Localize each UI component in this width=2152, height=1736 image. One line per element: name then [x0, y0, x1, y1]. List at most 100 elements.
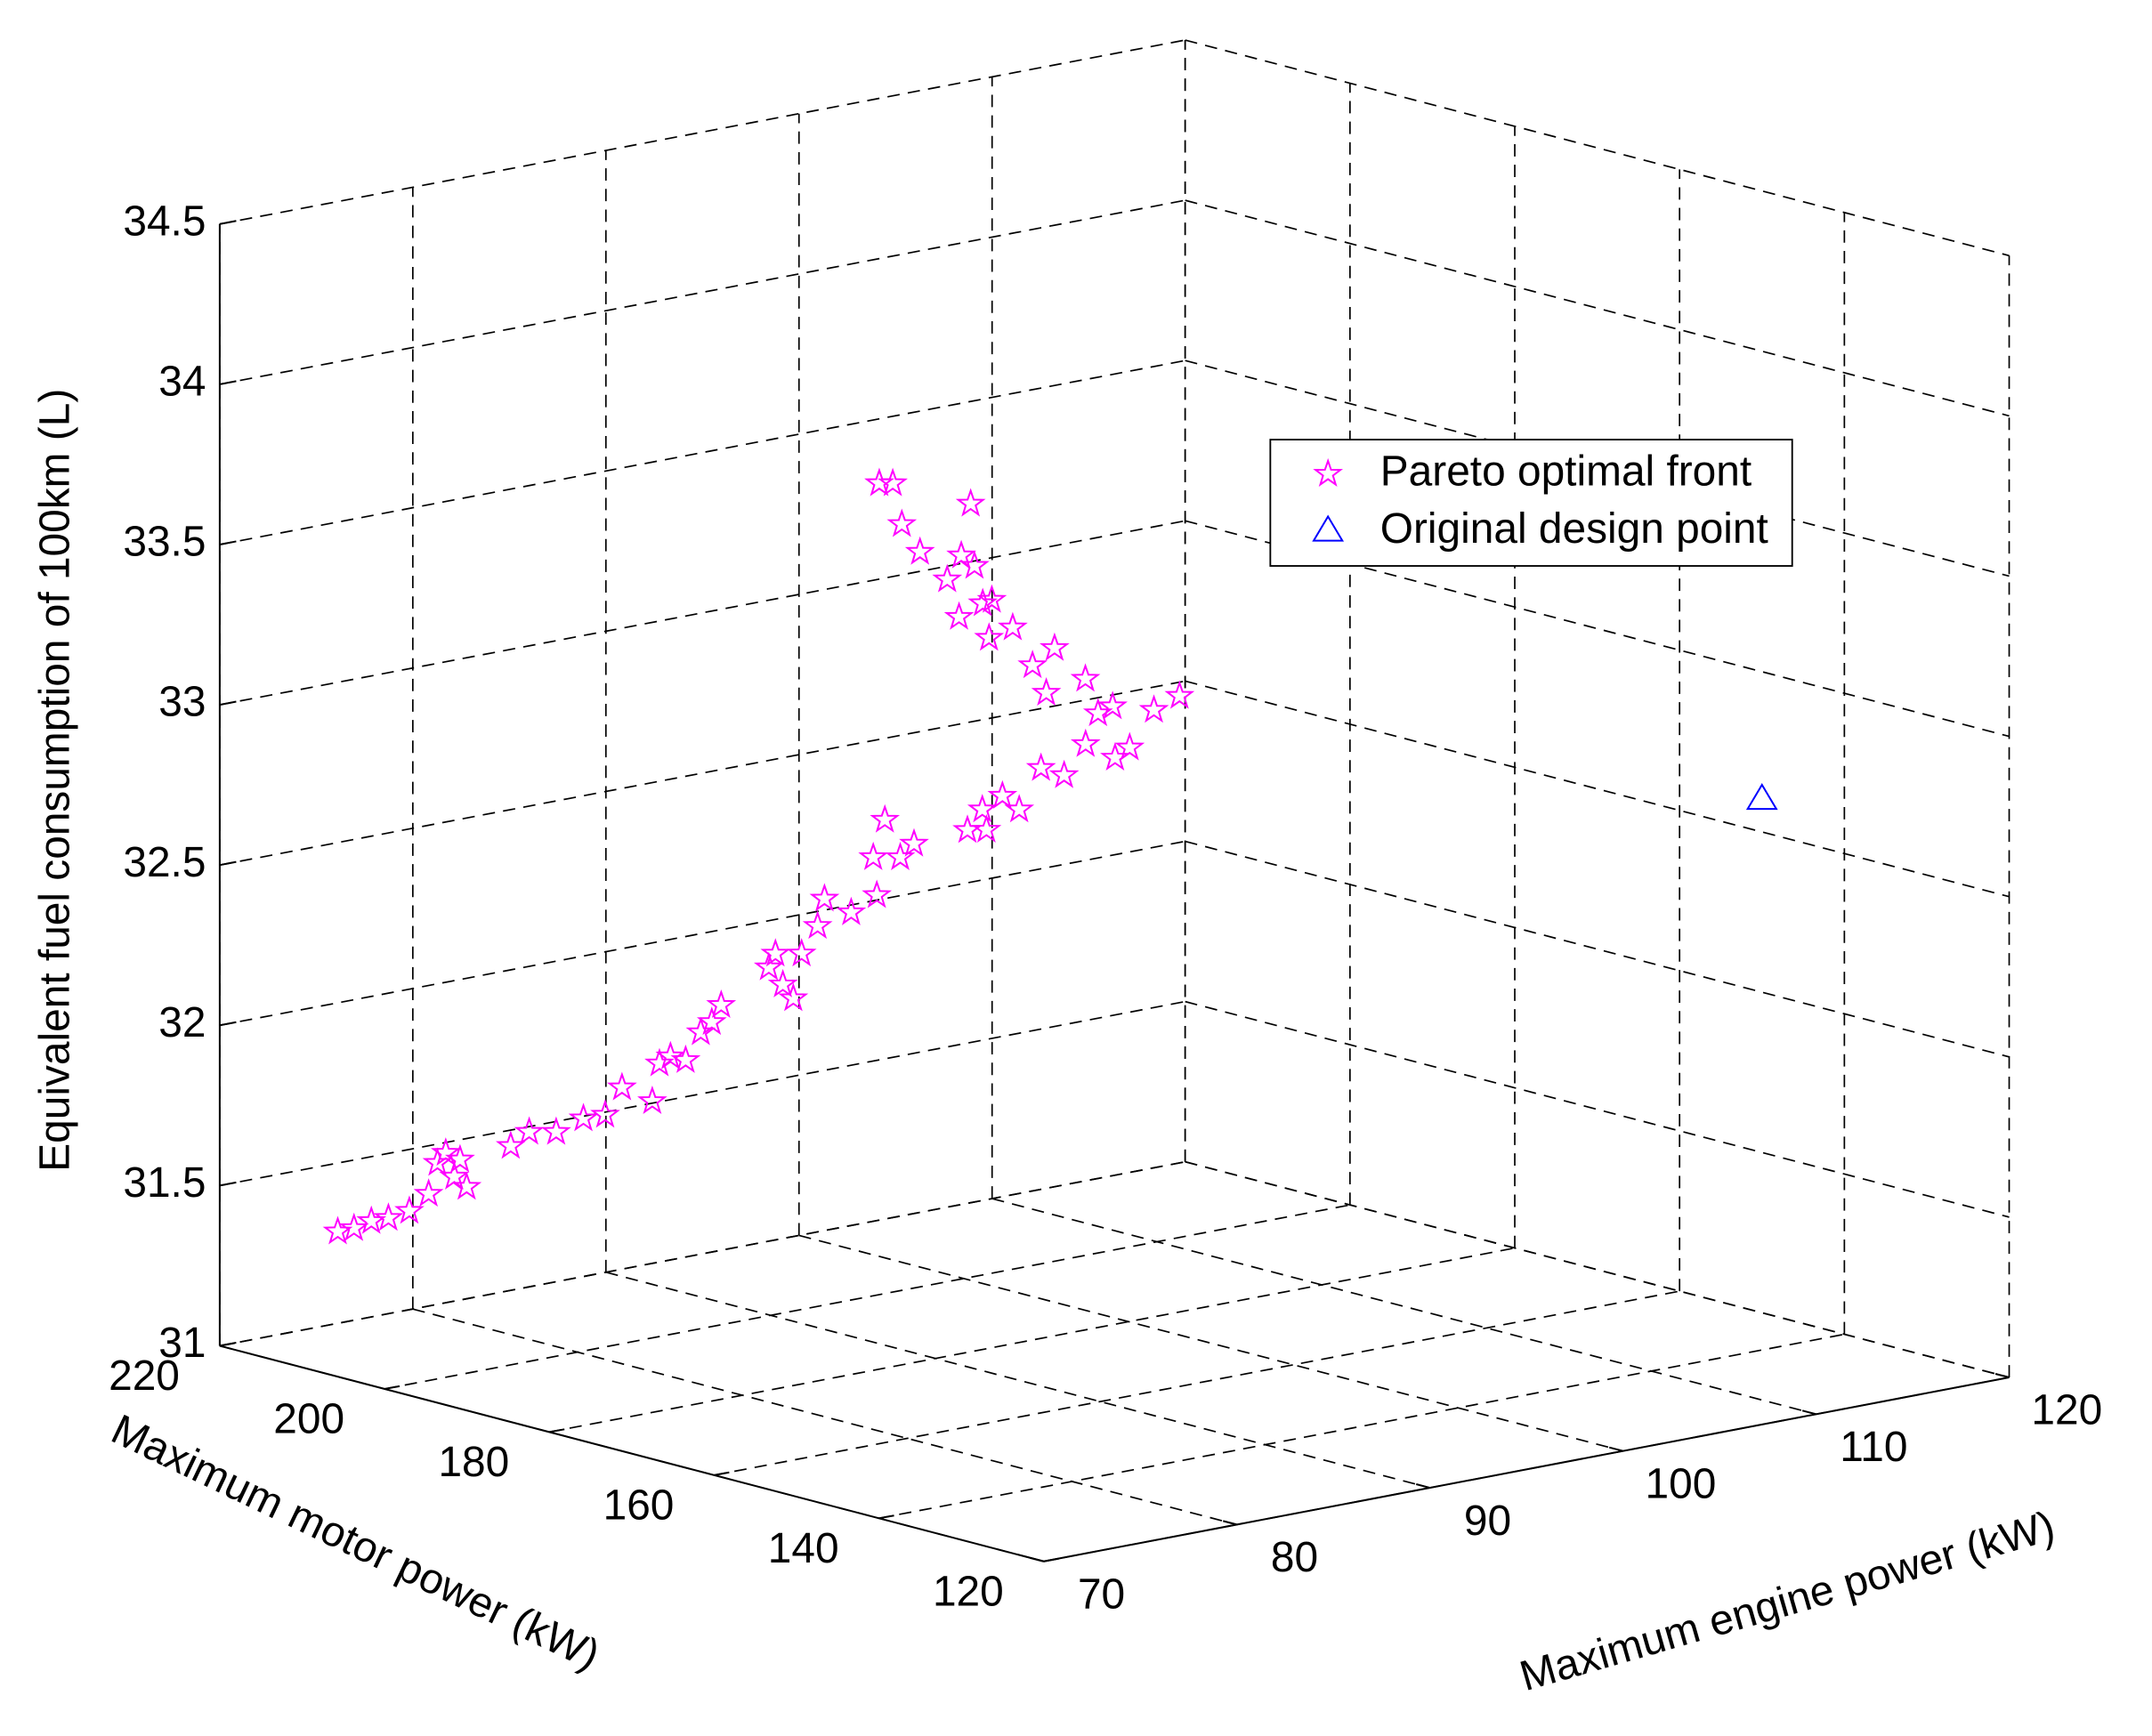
data-point: [568, 1102, 599, 1132]
tick-mark: [1223, 1520, 1237, 1526]
data-point: [1097, 690, 1128, 720]
data-point: [987, 779, 1018, 809]
grid-line: [1185, 680, 2010, 898]
z-tick-label: 34.5: [123, 198, 206, 245]
grid-line: [1185, 39, 2010, 257]
data-point: [885, 841, 916, 870]
grid-line: [991, 1198, 1816, 1416]
data-point: [1025, 752, 1056, 781]
data-point: [754, 951, 784, 981]
data-point: [778, 982, 809, 1012]
data-point: [1100, 741, 1130, 771]
data-point: [967, 794, 998, 823]
data-point: [430, 1137, 461, 1167]
data-point: [862, 879, 893, 908]
grid-line: [412, 1308, 1237, 1526]
grid: [219, 39, 2010, 1562]
grid-line: [1185, 520, 2010, 738]
data-point: [644, 1047, 675, 1077]
grid-line: [1185, 1160, 2010, 1378]
data-point: [1114, 731, 1145, 761]
data-point: [1031, 677, 1062, 707]
legend-box: [1269, 439, 1793, 567]
legend-marker: [1313, 457, 1344, 487]
z-tick-label: 31.5: [123, 1159, 206, 1207]
tick-mark: [1415, 1483, 1430, 1490]
z-tick-label: 33: [158, 679, 206, 726]
z-axis-title: Equivalent fuel consumption of 100km (L): [31, 389, 78, 1172]
tick-mark: [1608, 1446, 1623, 1452]
data-point: [496, 1130, 526, 1159]
data-point: [1017, 650, 1048, 679]
y-axis-line: [1043, 1376, 2010, 1562]
data-point: [809, 883, 840, 912]
tick-mark: [219, 1021, 237, 1027]
grid-line: [1185, 1000, 2010, 1218]
tick-mark: [384, 1385, 400, 1390]
tick-mark: [878, 1514, 894, 1520]
z-tick-label: 32: [158, 999, 206, 1046]
x-tick-label: 120: [933, 1568, 1004, 1615]
x-tick-label: 140: [768, 1525, 839, 1572]
data-point: [998, 611, 1028, 641]
x-tick-label: 160: [603, 1482, 675, 1530]
data-point: [607, 1071, 637, 1101]
z-tick-label: 33.5: [123, 519, 206, 566]
data-point: [836, 896, 867, 925]
tick-mark: [219, 380, 237, 385]
data-point: [514, 1116, 545, 1145]
y-tick-label: 90: [1464, 1498, 1511, 1545]
legend-label: Pareto optimal front: [1380, 448, 1752, 495]
axes: 31 31.5 32 32.5 33 33.5 34 34.5 70 80 90 100 110 120 1…: [109, 198, 2102, 1618]
z-tick-label: 31: [158, 1320, 206, 1367]
data-point: [802, 910, 833, 940]
tick-mark: [1994, 1372, 2010, 1378]
data-point: [451, 1171, 482, 1200]
data-point: [904, 536, 935, 565]
data-point: [870, 803, 901, 833]
data-point: [786, 938, 817, 967]
data-point: [706, 989, 737, 1018]
y-tick-label: 70: [1078, 1571, 1125, 1619]
data-point: [670, 1044, 701, 1073]
data-point: [413, 1178, 444, 1207]
data-point: [655, 1040, 686, 1070]
data-point: [767, 968, 798, 997]
grid-line: [605, 1271, 1430, 1489]
data-point: [1070, 728, 1101, 757]
data-point: [943, 601, 975, 630]
y-tick-label: 100: [1646, 1460, 1717, 1507]
data-point: [696, 1006, 727, 1036]
data-point: [959, 550, 990, 579]
x-tick-label: 180: [438, 1439, 509, 1486]
marks: [322, 467, 1778, 1245]
data-point: [967, 587, 999, 617]
data-point: [946, 539, 976, 569]
data-point: [1004, 794, 1035, 823]
tick-mark: [219, 1342, 236, 1347]
data-point: [1040, 632, 1070, 661]
data-point: [974, 622, 1005, 651]
y-tick-label: 110: [1840, 1424, 1907, 1471]
z-tick-label: 32.5: [123, 839, 206, 886]
legend-marker: [1312, 514, 1345, 542]
grid-line: [1185, 840, 2010, 1058]
tick-mark: [219, 700, 237, 707]
tick-mark: [549, 1428, 565, 1433]
data-point: [373, 1202, 404, 1231]
data-point: [864, 467, 894, 497]
legend: Pareto optimal front Original design poin…: [1269, 439, 1793, 567]
grid-line: [798, 1234, 1623, 1452]
data-point: [886, 508, 918, 537]
data-point: [955, 488, 986, 517]
data-point: [637, 1086, 667, 1115]
data-point: [1070, 663, 1101, 692]
x-tick-label: 220: [109, 1352, 180, 1400]
tick-mark: [219, 860, 237, 867]
grid-line: [1185, 199, 2010, 417]
data-point: [541, 1116, 571, 1145]
tick-mark: [1801, 1409, 1816, 1416]
